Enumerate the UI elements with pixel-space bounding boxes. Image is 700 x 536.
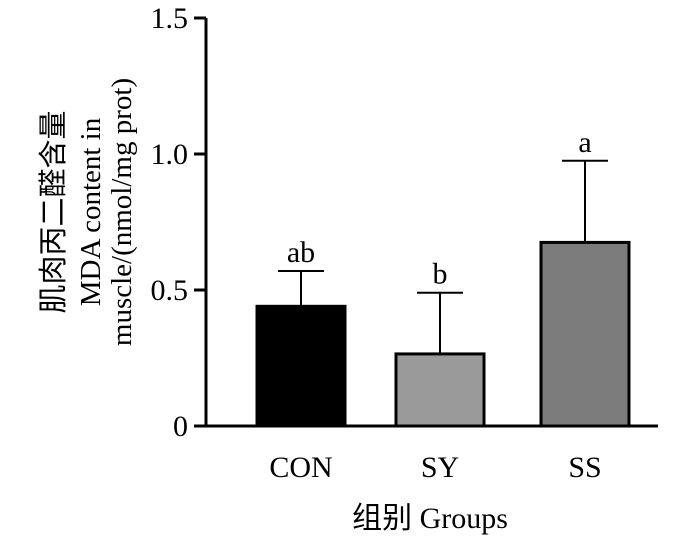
x-tick-label: SY: [421, 451, 459, 484]
bar: [394, 352, 486, 428]
bar: [255, 304, 347, 428]
y-axis-label-line-3: muscle/(nmol/mg prot): [106, 78, 138, 346]
y-tick-label: 1.5: [151, 2, 189, 35]
significance-label: b: [433, 258, 448, 291]
y-tick-label: 0.5: [151, 274, 189, 307]
significance-label: ab: [287, 236, 315, 269]
bar: [539, 240, 631, 428]
y-tick-label: 0: [173, 410, 188, 443]
significance-label: a: [578, 126, 591, 159]
y-axis-label-line-1: 肌肉丙二醛含量: [37, 110, 70, 313]
x-tick-label: CON: [269, 451, 332, 484]
plot-area: 0 0.5 1.0 1.5 ab CON b SY a SS: [151, 2, 658, 484]
x-axis-label: 组别 Groups: [352, 502, 508, 535]
x-tick-label: SS: [568, 451, 601, 484]
y-tick-label: 1.0: [151, 138, 189, 171]
y-axis-label: 肌肉丙二醛含量 MDA content in muscle/(nmol/mg p…: [37, 78, 138, 346]
y-axis-label-line-2: MDA content in: [75, 117, 107, 306]
